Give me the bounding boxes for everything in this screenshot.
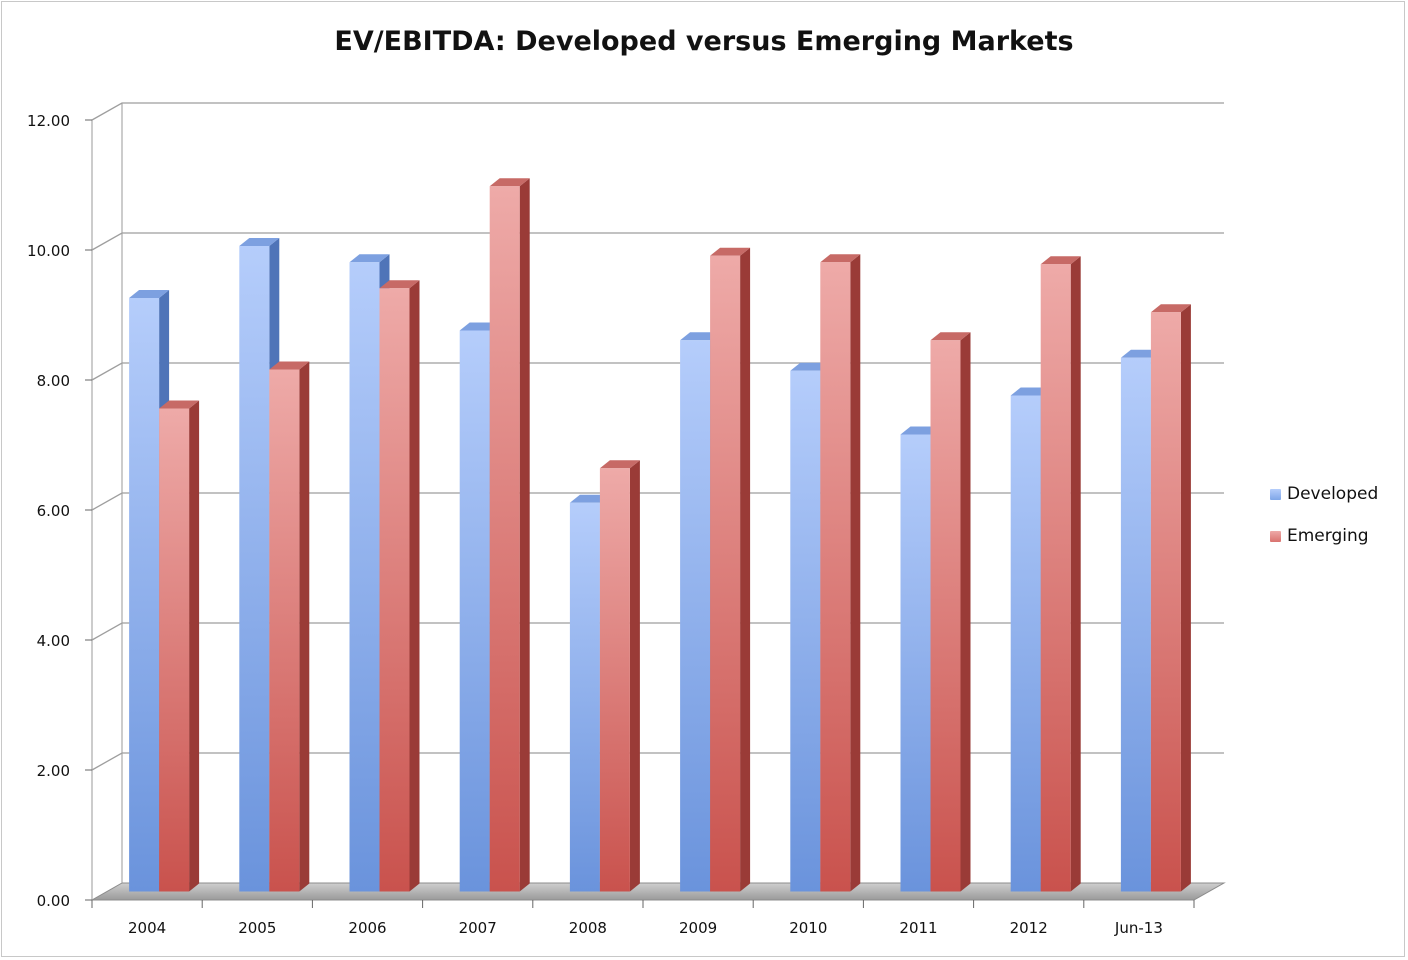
x-tick-label: 2007: [459, 919, 497, 937]
bar-top: [379, 280, 420, 289]
bar-front: [1040, 264, 1071, 892]
bar-front: [599, 468, 630, 892]
bar-side: [299, 361, 310, 892]
y-tick-label: 4.00: [37, 632, 70, 650]
bar-front: [820, 262, 851, 892]
x-tick-label: 2008: [569, 919, 607, 937]
bar-emerging: [820, 254, 861, 892]
bar-top: [239, 238, 280, 246]
gridline: [91, 102, 1224, 121]
bar-front: [930, 340, 961, 892]
bar-side: [1180, 304, 1191, 892]
y-tick-label: 0.00: [37, 892, 70, 910]
bar-front: [269, 369, 300, 892]
y-tick-label: 10.00: [27, 242, 70, 260]
bar-front: [1120, 357, 1151, 892]
bar-side: [1070, 256, 1081, 892]
bar-front: [680, 340, 711, 892]
bar-top: [489, 178, 530, 187]
bar-front: [489, 186, 520, 892]
legend-item-emerging: Emerging: [1270, 524, 1378, 548]
chart-title: EV/EBITDA: Developed versus Emerging Mar…: [334, 26, 1074, 57]
x-tick-label: 2006: [348, 919, 386, 937]
bar-side: [740, 247, 751, 892]
legend-label-emerging: Emerging: [1287, 526, 1369, 546]
bar-top: [710, 247, 751, 256]
bar-front: [900, 434, 931, 892]
bar-top: [1040, 256, 1081, 265]
bar-front: [1150, 312, 1181, 892]
bar-emerging: [269, 361, 310, 892]
bar-front: [710, 255, 741, 892]
bar-front: [239, 246, 270, 892]
y-tick-label: 2.00: [37, 762, 70, 780]
bar-side: [629, 460, 640, 892]
x-tick-label: 2009: [679, 919, 717, 937]
gridline: [91, 232, 1224, 251]
bar-top: [1150, 304, 1191, 313]
label-layer: 0.00 2.00 4.00 6.00 8.00 10.00 12.00 2004 2005 20…: [27, 112, 1163, 937]
bar-front: [129, 298, 160, 892]
bar-front: [159, 408, 190, 892]
legend-swatch-emerging: [1270, 530, 1281, 542]
y-tick-label: 6.00: [37, 502, 70, 520]
bar-front: [379, 288, 410, 892]
bar-top: [129, 290, 170, 298]
bar-side: [960, 332, 971, 892]
bar-emerging: [599, 460, 640, 892]
legend: Developed Emerging: [1270, 482, 1378, 566]
bar-top: [599, 460, 640, 469]
bar-front: [349, 262, 380, 892]
bar-front: [569, 502, 600, 892]
y-tick-label: 12.00: [27, 112, 70, 130]
x-tick-label: 2010: [789, 919, 827, 937]
bar-emerging: [1150, 304, 1191, 892]
bar-emerging: [489, 178, 530, 892]
bar-top: [930, 332, 971, 341]
bar-front: [459, 330, 490, 892]
x-tick-label: 2011: [899, 919, 937, 937]
x-tick-label: 2012: [1010, 919, 1048, 937]
legend-label-developed: Developed: [1287, 484, 1379, 504]
bar-layer: [129, 178, 1191, 892]
bar-front: [1010, 395, 1041, 892]
bar-top: [159, 400, 200, 409]
bar-emerging: [930, 332, 971, 892]
bar-side: [519, 178, 530, 892]
x-tick-label: Jun-13: [1114, 919, 1163, 937]
bar-top: [269, 361, 310, 370]
bar-emerging: [710, 247, 751, 892]
bar-emerging: [1040, 256, 1081, 892]
bar-top: [820, 254, 861, 263]
x-tick-label: 2005: [238, 919, 276, 937]
legend-swatch-developed: [1270, 488, 1281, 500]
bar-top: [349, 254, 390, 263]
bar-side: [409, 280, 420, 892]
bar-emerging: [159, 400, 200, 892]
bar-emerging: [379, 280, 420, 892]
bar-side: [189, 400, 200, 892]
y-tick-label: 8.00: [37, 372, 70, 390]
bar-front: [790, 370, 821, 892]
x-tick-label: 2004: [128, 919, 166, 937]
legend-item-developed: Developed: [1270, 482, 1378, 506]
bar-side: [850, 254, 861, 892]
